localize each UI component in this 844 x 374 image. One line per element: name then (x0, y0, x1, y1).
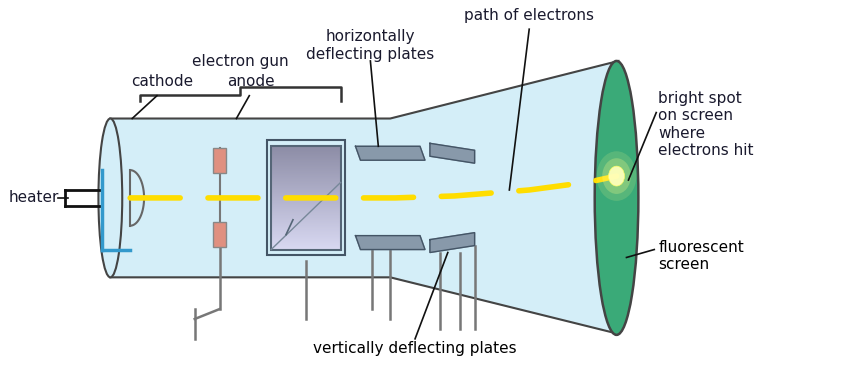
Polygon shape (355, 236, 425, 249)
Text: bright spot
on screen
where
electrons hit: bright spot on screen where electrons hi… (657, 91, 753, 158)
Polygon shape (111, 119, 390, 278)
Text: heater: heater (9, 190, 59, 205)
Polygon shape (430, 233, 474, 252)
Ellipse shape (608, 166, 624, 186)
Bar (267, 140, 344, 255)
Text: anode: anode (227, 74, 275, 89)
Ellipse shape (596, 151, 636, 201)
Text: electron gun: electron gun (192, 54, 289, 69)
Text: cathode: cathode (131, 74, 192, 89)
Polygon shape (390, 61, 618, 334)
Ellipse shape (98, 119, 122, 278)
Ellipse shape (602, 158, 630, 194)
Text: horizontally
deflecting plates: horizontally deflecting plates (306, 29, 434, 62)
Bar (213, 222, 226, 246)
Ellipse shape (594, 61, 637, 335)
Polygon shape (355, 146, 425, 160)
Bar (213, 148, 226, 173)
Text: path of electrons: path of electrons (463, 8, 593, 23)
Text: fluorescent
screen: fluorescent screen (657, 240, 743, 272)
Text: vertically deflecting plates: vertically deflecting plates (313, 341, 517, 356)
Polygon shape (430, 143, 474, 163)
Bar (271, 146, 340, 249)
